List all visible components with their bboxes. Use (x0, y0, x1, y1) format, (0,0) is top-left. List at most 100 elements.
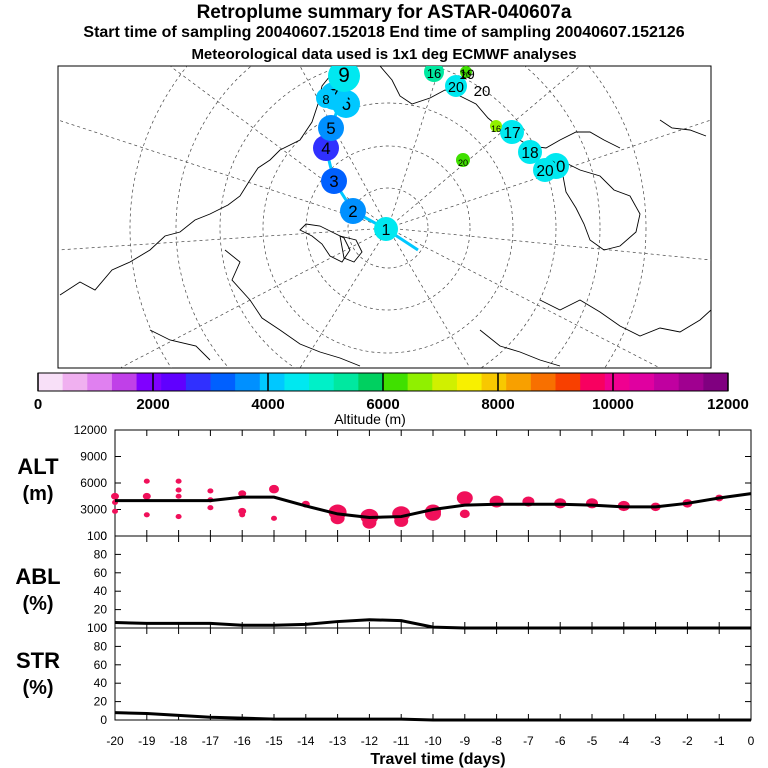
x-tick-label: -14 (297, 734, 315, 748)
coastline-iceland (659, 119, 707, 137)
plume-cluster-label: 5 (326, 119, 335, 138)
colorbar-swatch (604, 373, 630, 391)
plume-cluster (328, 66, 360, 92)
coastline-north-america (59, 75, 331, 296)
plume-cluster-label: 20 (458, 158, 468, 168)
plume-cluster (456, 153, 470, 167)
x-tick-label: -16 (234, 734, 252, 748)
colorbar-swatch (62, 373, 88, 391)
colorbar-tick-label: 10000 (592, 396, 634, 413)
y-tick-label: 6000 (80, 476, 107, 490)
abl-unit: (%) (22, 593, 53, 615)
plume-cluster-dot (456, 491, 473, 505)
plume-cluster-label: 19 (459, 66, 475, 82)
plume-cluster-dot (142, 492, 151, 500)
latitude-circle (305, 145, 471, 311)
colorbar-swatch (333, 373, 359, 391)
alt-label: ALT (17, 454, 59, 479)
meridian (387, 66, 441, 229)
x-tick-label: -11 (393, 734, 410, 748)
colorbar-swatch (87, 373, 113, 391)
latitude-circle (219, 66, 557, 368)
colorbar-swatch (210, 373, 236, 391)
y-tick-label: 100 (87, 621, 107, 635)
plume-cluster (424, 66, 444, 82)
plume-cluster (533, 158, 557, 182)
meridian (119, 227, 389, 368)
x-tick-label: -7 (523, 734, 534, 748)
colorbar-swatch (456, 373, 483, 391)
plume-cluster-dot (362, 516, 377, 529)
colorbar-swatch (407, 373, 433, 391)
y-tick-label: 3000 (80, 503, 107, 517)
abl-frame (114, 535, 752, 629)
plume-cluster (340, 198, 366, 224)
colorbar-swatch (481, 373, 507, 391)
plume-cluster-dot (175, 514, 182, 520)
plume-cluster (316, 88, 336, 108)
str-yaxis: 100 80 60 40 20 0 (87, 621, 751, 727)
colorbar-swatch (506, 373, 532, 391)
plume-cluster-dot (175, 493, 182, 499)
plume-cluster (321, 168, 347, 194)
colorbar-swatch (654, 373, 680, 391)
colorbar-swatch (358, 373, 384, 391)
latitude-circle (129, 66, 647, 368)
plume-cluster-dot (238, 490, 247, 497)
meridian (299, 66, 389, 229)
coastlines (59, 66, 711, 367)
plume-cluster-label: 9 (338, 64, 350, 87)
y-tick-label: 60 (94, 658, 108, 672)
x-tick-label: -1 (714, 734, 725, 748)
plume-cluster-dot (175, 487, 182, 493)
colorbar-tick-label: 6000 (366, 396, 399, 413)
colorbar-swatch (383, 373, 409, 391)
colorbar-swatch (136, 373, 162, 391)
polar-grid (58, 66, 711, 368)
colorbar-swatch (111, 373, 138, 391)
plume-cluster (518, 140, 542, 164)
y-tick-label: 0 (100, 529, 107, 543)
x-tick-label: -2 (682, 734, 693, 748)
x-tick-label: -18 (170, 734, 188, 748)
colorbar-tick-label: 12000 (707, 396, 749, 413)
meteo-info: Meteorological data used is 1x1 deg ECMW… (191, 46, 577, 63)
coastline-alaska (149, 329, 211, 361)
plume-cluster-dot (175, 478, 182, 484)
x-tick-label: -10 (424, 734, 442, 748)
colorbar-swatch (703, 373, 729, 391)
plume-cluster-dot (143, 478, 150, 484)
plume-cluster-label: 3 (329, 172, 338, 191)
plume-cluster-label: 16 (427, 66, 441, 81)
alt-panel: ALT (m) 12000 9000 6000 3000 0 (17, 423, 752, 543)
altitude-colorbar: 0 2000 4000 6000 8000 10000 12000 (34, 372, 749, 413)
plume-cluster-label: 4 (321, 139, 330, 158)
y-tick-label: 80 (94, 639, 108, 653)
plume-cluster-dot (459, 509, 470, 519)
alt-mean-line (115, 492, 752, 519)
x-tick-label: -19 (138, 734, 156, 748)
colorbar-swatch (161, 373, 187, 391)
colorbar-label: Altitude (m) (334, 411, 406, 427)
plume-cluster-dot (586, 498, 598, 509)
x-tick-label: -6 (555, 734, 566, 748)
plume-cluster (460, 66, 472, 78)
y-tick-label: 40 (94, 676, 108, 690)
x-tick-label: -3 (650, 734, 661, 748)
colorbar-swatch (629, 373, 655, 391)
plume-cluster-dot (207, 488, 214, 494)
colorbar-tick-label: 2000 (136, 396, 169, 413)
colorbar-swatch (185, 373, 211, 391)
latitude-circle (175, 66, 601, 368)
x-tick-label: -9 (459, 734, 470, 748)
abl-yaxis: 100 80 60 40 20 0 (87, 529, 751, 635)
colorbar-swatch (309, 373, 335, 391)
str-unit: (%) (22, 677, 53, 699)
latitude-circle (347, 187, 429, 269)
alt-unit: (m) (22, 483, 53, 505)
arctic-archipelago (299, 223, 351, 263)
sampling-times: Start time of sampling 20040607.152018 E… (83, 24, 685, 41)
plume-cluster-label: 20 (448, 80, 464, 96)
plume-cluster-label: 20 (536, 163, 554, 180)
plume-cluster (500, 120, 524, 144)
